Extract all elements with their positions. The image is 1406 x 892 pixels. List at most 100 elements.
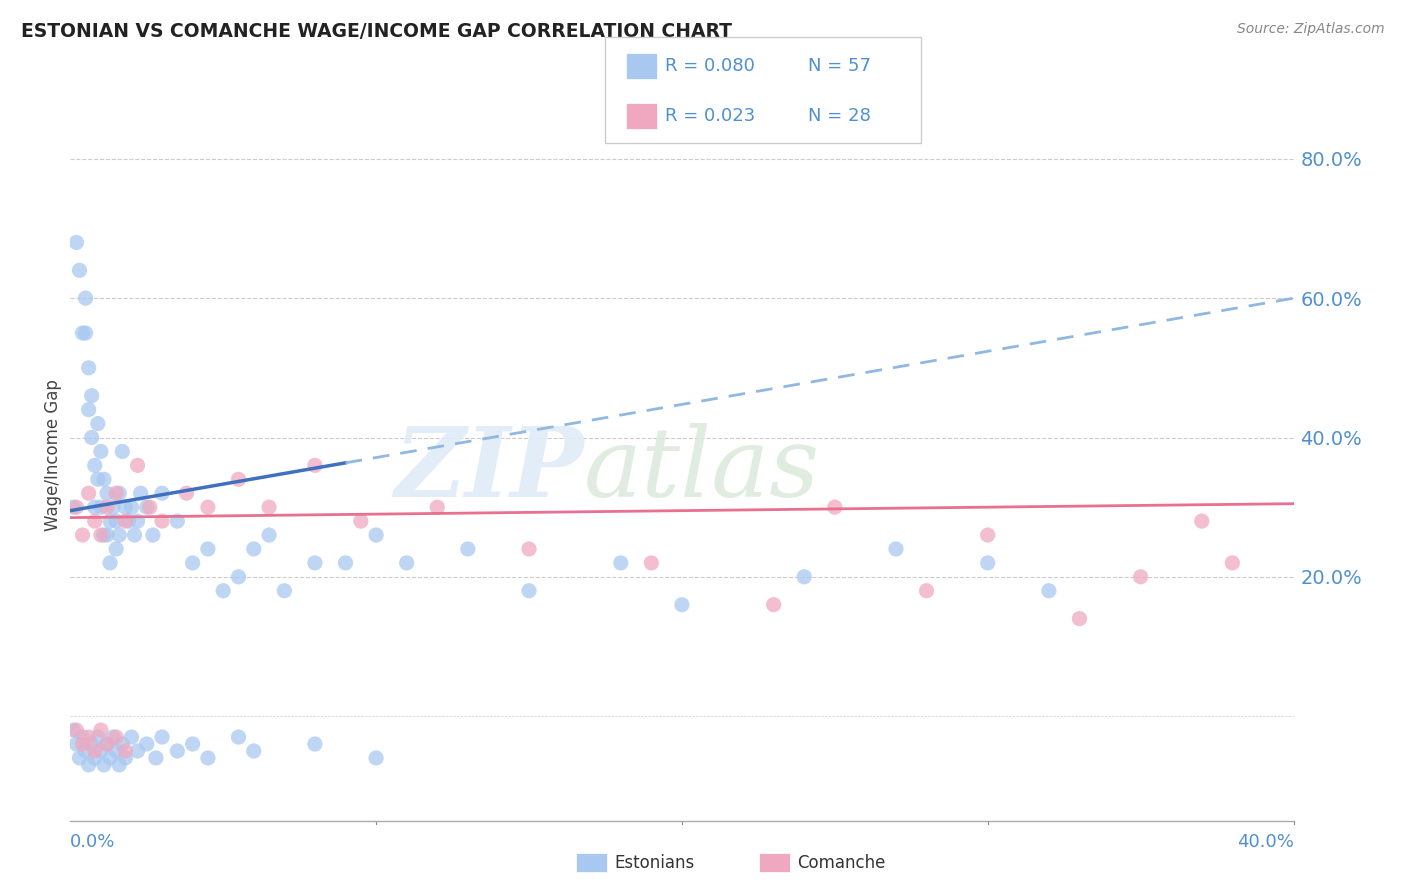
Point xyxy=(304,737,326,751)
Point xyxy=(77,402,100,417)
Point xyxy=(976,556,998,570)
Point xyxy=(212,583,235,598)
Point xyxy=(350,514,373,528)
Point xyxy=(124,528,146,542)
Point xyxy=(111,737,134,751)
Point xyxy=(62,723,84,737)
Point xyxy=(83,751,105,765)
Point xyxy=(72,737,94,751)
Point xyxy=(976,528,998,542)
Point xyxy=(121,500,143,515)
Point xyxy=(96,500,118,515)
Point xyxy=(65,500,87,515)
Point xyxy=(75,291,97,305)
Point xyxy=(1129,570,1152,584)
Point xyxy=(83,458,105,473)
Point xyxy=(117,514,139,528)
Point xyxy=(127,744,149,758)
Point xyxy=(257,528,280,542)
Point xyxy=(108,758,131,772)
Text: Estonians: Estonians xyxy=(614,854,695,871)
Point xyxy=(105,730,128,744)
Point xyxy=(80,430,103,444)
Point xyxy=(90,723,112,737)
Point xyxy=(304,458,326,473)
Point xyxy=(65,737,87,751)
Point xyxy=(304,556,326,570)
Point xyxy=(87,472,110,486)
Point xyxy=(671,598,693,612)
Point xyxy=(335,556,357,570)
Point xyxy=(517,541,540,556)
Point xyxy=(640,556,662,570)
Point xyxy=(1191,514,1213,528)
Point xyxy=(257,500,280,515)
Text: 40.0%: 40.0% xyxy=(1237,833,1294,851)
Text: ZIP: ZIP xyxy=(395,423,583,516)
Point xyxy=(1220,556,1243,570)
Point xyxy=(395,556,418,570)
Point xyxy=(101,730,124,744)
Point xyxy=(83,744,105,758)
Point xyxy=(457,541,479,556)
Point xyxy=(610,556,633,570)
Point xyxy=(96,528,118,542)
Point xyxy=(197,541,219,556)
Point xyxy=(762,598,785,612)
Point xyxy=(166,514,188,528)
Point xyxy=(77,730,100,744)
Point xyxy=(87,730,110,744)
Point xyxy=(129,486,152,500)
Point xyxy=(426,500,449,515)
Point xyxy=(135,737,157,751)
Point xyxy=(197,500,219,515)
Point xyxy=(121,730,143,744)
Point xyxy=(517,583,540,598)
Point xyxy=(87,417,110,431)
Point xyxy=(96,486,118,500)
Point xyxy=(915,583,938,598)
Point xyxy=(80,389,103,403)
Point xyxy=(1069,612,1091,626)
Point xyxy=(93,758,115,772)
Point xyxy=(98,556,121,570)
Point xyxy=(824,500,846,515)
Point xyxy=(96,737,118,751)
Point xyxy=(150,486,173,500)
Point xyxy=(114,514,136,528)
Point xyxy=(228,472,250,486)
Point xyxy=(93,472,115,486)
Point xyxy=(93,528,115,542)
Point xyxy=(197,751,219,765)
Point xyxy=(72,730,94,744)
Point xyxy=(69,751,91,765)
Point xyxy=(65,235,87,250)
Point xyxy=(114,744,136,758)
Point xyxy=(83,514,105,528)
Text: N = 57: N = 57 xyxy=(808,57,872,75)
Text: Comanche: Comanche xyxy=(797,854,886,871)
Point xyxy=(69,263,91,277)
Text: R = 0.080: R = 0.080 xyxy=(665,57,755,75)
Point xyxy=(243,541,266,556)
Point xyxy=(135,500,157,515)
Point xyxy=(114,751,136,765)
Point xyxy=(105,486,128,500)
Point xyxy=(108,528,131,542)
Point xyxy=(62,500,84,515)
Point xyxy=(127,458,149,473)
Y-axis label: Wage/Income Gap: Wage/Income Gap xyxy=(44,379,62,531)
Point xyxy=(166,744,188,758)
Point xyxy=(105,541,128,556)
Point xyxy=(90,444,112,458)
Point xyxy=(145,751,167,765)
Point xyxy=(75,326,97,340)
Text: Source: ZipAtlas.com: Source: ZipAtlas.com xyxy=(1237,22,1385,37)
Point xyxy=(139,500,162,515)
Point xyxy=(228,570,250,584)
Point xyxy=(65,723,87,737)
Point xyxy=(77,360,100,375)
Point xyxy=(228,730,250,744)
Point xyxy=(77,486,100,500)
Point xyxy=(90,500,112,515)
